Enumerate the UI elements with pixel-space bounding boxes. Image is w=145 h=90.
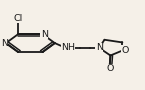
Text: O: O (121, 46, 129, 55)
Text: O: O (106, 64, 113, 73)
Text: NH: NH (61, 43, 75, 52)
Text: N: N (1, 39, 8, 48)
Text: N: N (96, 43, 103, 52)
Text: Cl: Cl (13, 14, 23, 23)
Text: N: N (41, 30, 48, 39)
